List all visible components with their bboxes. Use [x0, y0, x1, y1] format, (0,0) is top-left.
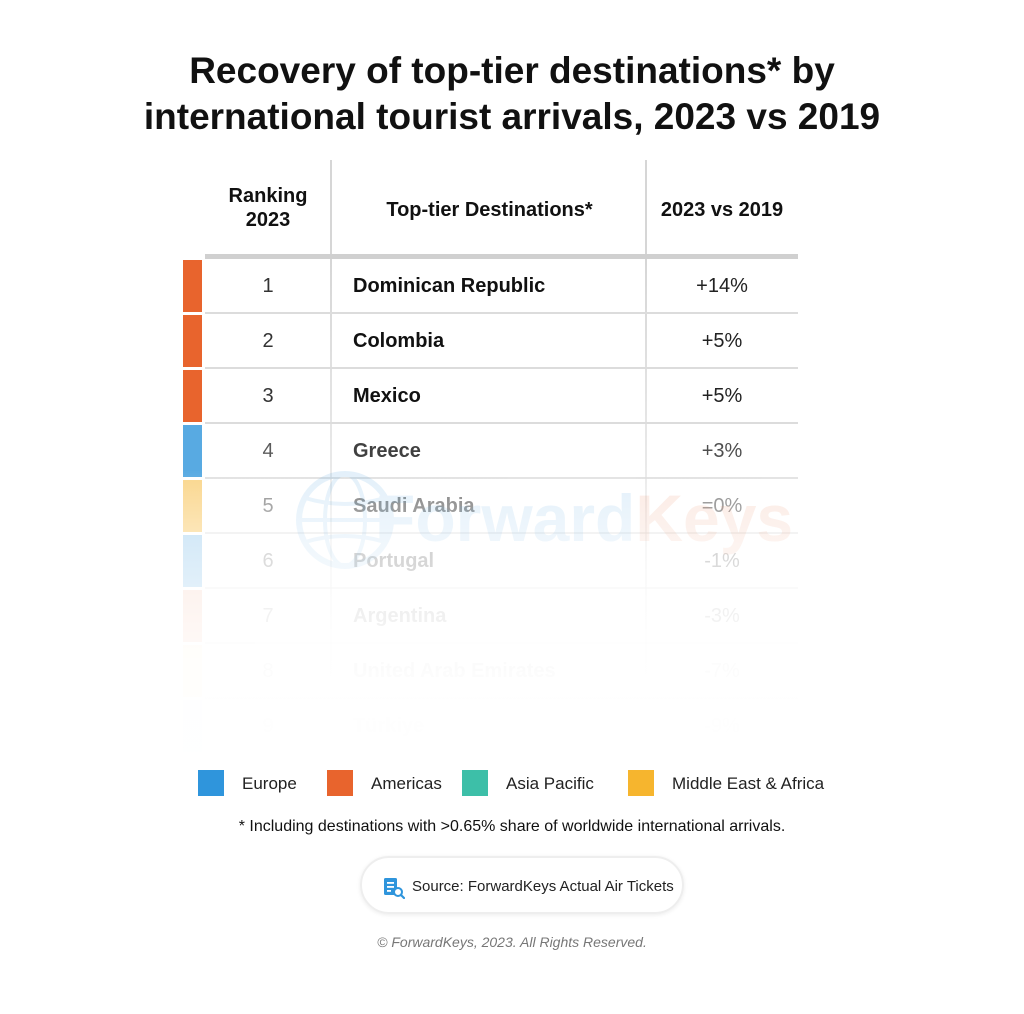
- document-search-icon: [384, 878, 405, 899]
- region-swatch: [183, 480, 202, 532]
- change-cell: -7%: [704, 660, 740, 682]
- change-cell: -1%: [704, 550, 740, 572]
- table-row: 7 Argentina -3%: [0, 589, 1024, 644]
- legend-label-europe: Europe: [242, 774, 297, 793]
- chart-title: Recovery of top-tier destinations* by in…: [0, 48, 1024, 140]
- row-divider: [205, 312, 798, 314]
- region-swatch: [183, 425, 202, 477]
- rank-cell: 9: [262, 715, 274, 737]
- source-badge: Source: ForwardKeys Actual Air Tickets: [360, 856, 684, 914]
- table-row: 8 United Arab Emirates -7%: [0, 644, 1024, 699]
- header-change: 2023 vs 2019: [660, 199, 784, 221]
- header-destination: Top-tier Destinations*: [386, 199, 593, 221]
- legend-label-middle-east-africa: Middle East & Africa: [672, 774, 825, 793]
- rank-cell: 1: [262, 275, 274, 297]
- rank-cell: 6: [262, 550, 274, 572]
- table-row: 1 Dominican Republic +14%: [0, 259, 1024, 314]
- destination-cell: United Arab Emirates: [353, 660, 556, 682]
- region-swatch: [183, 645, 202, 697]
- destination-cell: Portugal: [353, 550, 435, 572]
- legend-swatch-americas: [327, 770, 353, 796]
- legend: Europe Americas Asia Pacific Middle East…: [0, 770, 1024, 800]
- rank-cell: 4: [262, 440, 274, 462]
- change-cell: +5%: [701, 385, 743, 407]
- table-row: 4 Greece +3%: [0, 424, 1024, 479]
- change-cell: +14%: [696, 275, 748, 297]
- change-cell: -9%: [704, 715, 740, 737]
- table-row: 6 Portugal -1%: [0, 534, 1024, 589]
- rank-cell: 3: [262, 385, 274, 407]
- destination-cell: Saudi Arabia: [353, 495, 475, 517]
- row-divider: [205, 422, 798, 424]
- destination-cell: Colombia: [353, 330, 445, 352]
- table-row: 9 Türkiye -9%: [0, 699, 1024, 754]
- region-swatch: [183, 535, 202, 587]
- copyright: © ForwardKeys, 2023. All Rights Reserved…: [377, 934, 647, 950]
- table-row: 3 Mexico +5%: [0, 369, 1024, 424]
- legend-swatch-europe: [198, 770, 224, 796]
- legend-label-asia-pacific: Asia Pacific: [506, 774, 594, 793]
- table-row: 5 Saudi Arabia =0%: [0, 479, 1024, 534]
- column-divider-1: [330, 160, 332, 254]
- destination-cell: Greece: [353, 440, 421, 462]
- region-swatch: [183, 260, 202, 312]
- ranking-table: Ranking 2023 Top-tier Destinations* 2023…: [0, 160, 1024, 760]
- destination-cell: Mexico: [353, 385, 421, 407]
- chart-title-line1: Recovery of top-tier destinations* by: [189, 50, 835, 91]
- header-rule: [205, 254, 798, 259]
- change-cell: +3%: [701, 440, 743, 462]
- header-ranking-line1: Ranking: [228, 185, 308, 207]
- destination-cell: Türkiye: [353, 715, 425, 737]
- region-swatch: [183, 315, 202, 367]
- legend-swatch-asia-pacific: [462, 770, 488, 796]
- header-ranking-line2: 2023: [245, 209, 291, 231]
- region-swatch: [183, 590, 202, 642]
- column-divider-2: [645, 160, 647, 254]
- chart-title-line2: international tourist arrivals, 2023 vs …: [143, 96, 881, 137]
- footnote: * Including destinations with >0.65% sha…: [238, 818, 786, 835]
- source-text: Source: ForwardKeys Actual Air Tickets: [412, 878, 674, 895]
- table-row: 2 Colombia +5%: [0, 314, 1024, 369]
- row-divider: [205, 367, 798, 369]
- rank-cell: 8: [262, 660, 274, 682]
- row-divider: [205, 752, 798, 754]
- change-cell: +5%: [701, 330, 743, 352]
- legend-label-americas: Americas: [371, 774, 442, 793]
- destination-cell: Dominican Republic: [353, 275, 546, 297]
- rank-cell: 5: [262, 495, 274, 517]
- legend-swatch-middle-east-africa: [628, 770, 654, 796]
- rank-cell: 7: [262, 605, 274, 627]
- destination-cell: Argentina: [353, 605, 447, 627]
- header-ranking: Ranking 2023: [205, 184, 331, 232]
- change-cell: -3%: [704, 605, 740, 627]
- change-cell: =0%: [701, 495, 743, 517]
- region-swatch: [183, 700, 202, 752]
- region-swatch: [183, 370, 202, 422]
- rank-cell: 2: [262, 330, 274, 352]
